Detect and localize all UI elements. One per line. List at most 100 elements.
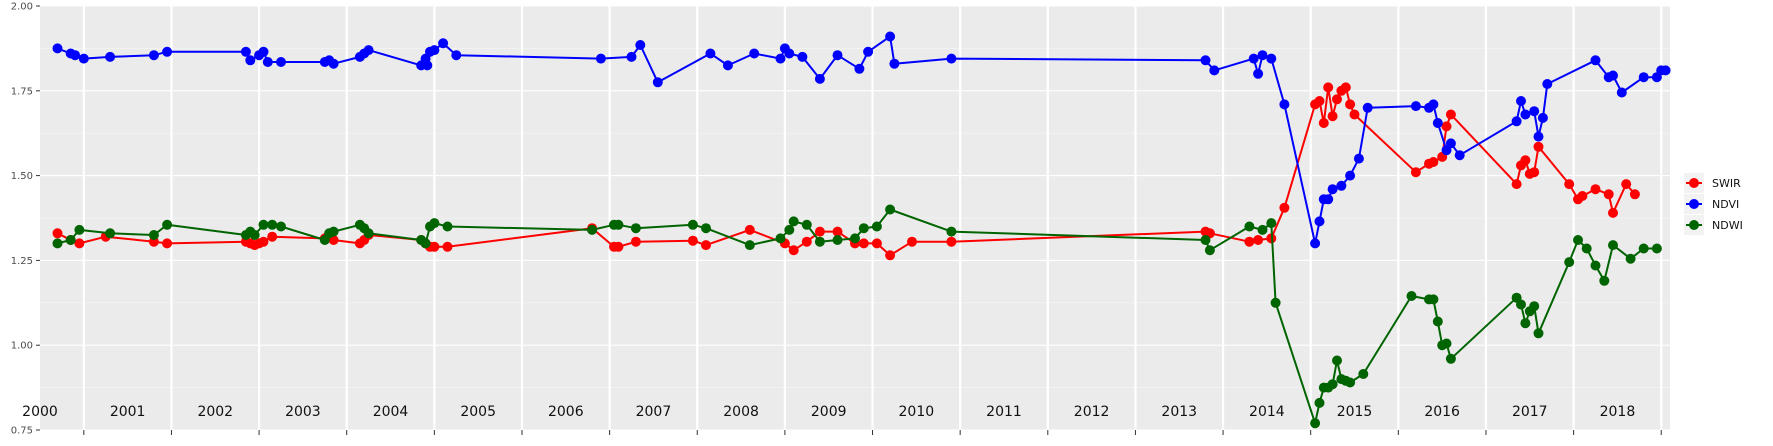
ndwi-point xyxy=(1332,355,1342,366)
year-label: 2008 xyxy=(723,404,759,420)
swir-point xyxy=(1608,207,1618,218)
ndwi-point xyxy=(52,238,63,249)
major-gridlines xyxy=(40,5,1670,431)
swir-point xyxy=(1529,167,1540,178)
swir-point xyxy=(613,241,624,252)
swir-point xyxy=(1621,179,1632,190)
ndwi-point xyxy=(788,216,799,227)
ndvi-point xyxy=(854,63,865,74)
year-label: 2000 xyxy=(22,404,58,420)
legend: SWIR NDVI NDWI xyxy=(1684,173,1743,235)
ndvi-point xyxy=(1323,194,1334,205)
ndvi-point xyxy=(1279,99,1290,110)
ndwi-point xyxy=(1529,301,1540,312)
ndvi-point xyxy=(451,50,462,61)
ndwi-point xyxy=(1638,243,1649,254)
ndwi-point xyxy=(1345,377,1356,388)
ndvi-point xyxy=(797,51,808,62)
ndwi-point xyxy=(249,230,260,240)
year-label: 2005 xyxy=(460,404,496,420)
legend-key-point-ndwi xyxy=(1689,220,1699,230)
ndwi-point xyxy=(1590,260,1601,271)
ndvi-point xyxy=(1428,99,1439,110)
year-label: 2018 xyxy=(1600,404,1636,420)
ndvi-point xyxy=(705,48,716,59)
ndwi-point xyxy=(267,219,278,230)
y-tick-label: 1.75 xyxy=(11,86,33,97)
ndwi-point xyxy=(801,219,812,230)
ndvi-point xyxy=(889,58,900,69)
ndwi-point xyxy=(1651,243,1662,254)
swir-point xyxy=(687,235,698,246)
year-label: 2013 xyxy=(1161,404,1197,420)
ndwi-point xyxy=(1564,257,1575,268)
ndvi-point xyxy=(363,45,374,56)
ndvi-point xyxy=(863,46,874,57)
ndvi-point xyxy=(1516,96,1526,106)
swir-point xyxy=(429,241,440,252)
swir-point xyxy=(1244,236,1255,247)
swir-point xyxy=(1445,109,1456,120)
swir-point xyxy=(885,250,896,261)
ndwi-point xyxy=(1432,316,1443,327)
ndwi-point xyxy=(1406,291,1417,301)
swir-point xyxy=(946,236,957,247)
swir-point xyxy=(1323,82,1334,93)
ndvi-point xyxy=(1200,55,1211,66)
swir-point xyxy=(52,228,63,239)
ndvi-point xyxy=(1520,109,1531,120)
ndvi-point xyxy=(1248,53,1259,64)
year-label: 2016 xyxy=(1424,404,1460,420)
legend-label-ndwi: NDWI xyxy=(1712,219,1743,232)
ndvi-point xyxy=(1590,55,1601,66)
ndwi-point xyxy=(858,223,869,234)
ndvi-point xyxy=(749,48,760,59)
ndwi-point xyxy=(1608,240,1618,251)
y-tick-label: 0.75 xyxy=(11,426,33,437)
ndvi-point xyxy=(814,73,825,84)
ndwi-point xyxy=(1445,353,1456,364)
ndwi-point xyxy=(105,228,116,239)
ndvi-point xyxy=(635,40,646,50)
swir-point xyxy=(1318,118,1329,128)
ndvi-point xyxy=(1257,50,1268,61)
x-axis xyxy=(83,430,1662,435)
ndvi-point xyxy=(832,50,843,61)
ndvi-point xyxy=(1533,131,1544,142)
ndvi-point xyxy=(885,31,896,42)
ndwi-point xyxy=(1516,299,1526,310)
ndvi-point xyxy=(1327,184,1338,195)
ndwi-point xyxy=(871,221,882,232)
year-label: 2002 xyxy=(197,404,233,420)
ndwi-point xyxy=(1257,224,1268,235)
ndvi-point xyxy=(245,55,256,66)
ndvi-point xyxy=(148,50,159,61)
ndvi-point xyxy=(1345,170,1356,181)
swir-point xyxy=(1564,179,1575,190)
ndwi-point xyxy=(1327,379,1338,390)
year-label: 2003 xyxy=(285,404,321,420)
ndvi-point xyxy=(52,43,63,54)
ndwi-point xyxy=(1573,235,1583,245)
ndwi-point xyxy=(420,238,431,249)
swir-point xyxy=(744,224,755,235)
swir-point xyxy=(1345,99,1356,110)
y-tick-label: 2.00 xyxy=(11,2,33,13)
ndvi-point xyxy=(262,57,273,67)
swir-point xyxy=(1629,189,1640,200)
swir-point xyxy=(871,238,882,249)
swir-point xyxy=(1428,157,1439,167)
swir-point xyxy=(1340,82,1351,93)
swir-point xyxy=(701,240,711,251)
legend-key-point-swir xyxy=(1689,178,1699,188)
ndvi-point xyxy=(1454,150,1465,161)
ndwi-point xyxy=(74,224,85,235)
year-labels: 2000 2001 2002 2003 2004 2005 2006 2007 2008 2009… xyxy=(22,404,1635,420)
swir-point xyxy=(1603,189,1614,200)
year-label: 2010 xyxy=(899,404,935,420)
ndwi-point xyxy=(1310,418,1321,429)
year-label: 2012 xyxy=(1074,404,1110,420)
ndvi-point xyxy=(1314,216,1325,227)
swir-point xyxy=(1533,141,1544,152)
